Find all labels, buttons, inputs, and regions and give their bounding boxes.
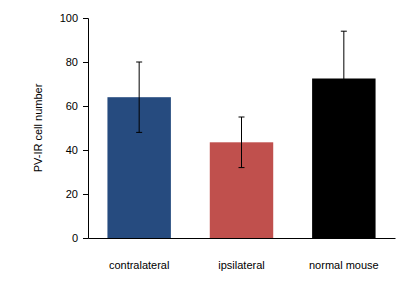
y-tick-mark bbox=[83, 106, 88, 107]
error-bar-line bbox=[239, 167, 245, 168]
error-bar-line bbox=[136, 62, 142, 63]
x-tick-label: ipsilateral bbox=[218, 259, 264, 271]
plot bbox=[107, 31, 375, 238]
error-bar-line bbox=[341, 125, 347, 126]
y-tick-label: 0 bbox=[72, 232, 78, 244]
error-bar-line bbox=[239, 117, 245, 118]
x-axis: contralateral ipsilateral normal mouse bbox=[89, 238, 396, 271]
y-tick-label: 100 bbox=[60, 12, 78, 24]
error-bar-line bbox=[343, 31, 344, 126]
y-tick-mark bbox=[83, 18, 88, 19]
error-bar bbox=[239, 117, 245, 168]
y-tick-label: 40 bbox=[66, 144, 78, 156]
y-axis: 0 20 40 60 80 100 bbox=[60, 12, 89, 244]
y-tick-mark bbox=[83, 62, 88, 63]
y-tick: 100 bbox=[60, 12, 88, 24]
y-tick: 0 bbox=[72, 232, 88, 244]
chart: 0 20 40 60 80 100 contralateral ipsilateral norm… bbox=[0, 0, 408, 290]
error-bar bbox=[341, 31, 347, 126]
y-tick-mark bbox=[83, 150, 88, 151]
y-axis-title: PV-IR cell number bbox=[32, 83, 44, 172]
y-tick: 80 bbox=[66, 56, 88, 68]
y-tick: 40 bbox=[66, 144, 88, 156]
y-tick-mark bbox=[83, 194, 88, 195]
x-tick: contralateral bbox=[109, 238, 170, 271]
y-axis-line bbox=[83, 19, 89, 239]
x-tick: normal mouse bbox=[309, 238, 379, 271]
error-bar-line bbox=[139, 62, 140, 132]
error-bar bbox=[136, 62, 142, 132]
error-bars bbox=[136, 31, 347, 167]
y-tick-label: 80 bbox=[66, 56, 78, 68]
error-bar-line bbox=[136, 132, 142, 133]
y-tick-label: 60 bbox=[66, 100, 78, 112]
x-tick: ipsilateral bbox=[218, 238, 264, 271]
error-bar-line bbox=[341, 31, 347, 32]
x-tick-label: normal mouse bbox=[309, 259, 379, 271]
error-bar-line bbox=[241, 117, 242, 168]
y-tick: 20 bbox=[66, 188, 88, 200]
x-tick-label: contralateral bbox=[109, 259, 170, 271]
x-axis-line bbox=[89, 238, 396, 239]
y-tick: 60 bbox=[66, 100, 88, 112]
y-tick-mark bbox=[83, 238, 88, 239]
y-tick-label: 20 bbox=[66, 188, 78, 200]
